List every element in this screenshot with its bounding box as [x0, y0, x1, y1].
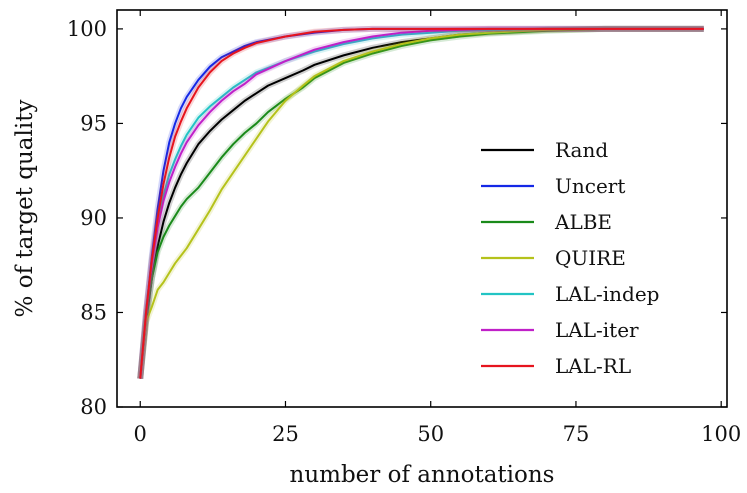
series-lines	[137, 25, 704, 379]
y-tick-label: 95	[80, 111, 107, 135]
x-axis-label: number of annotations	[290, 462, 555, 488]
legend-item-albe: ALBE	[481, 210, 612, 234]
legend-label: QUIRE	[555, 246, 626, 270]
x-tick-label: 100	[701, 422, 741, 446]
series-line-lal-rl	[139, 27, 704, 379]
legend-item-lal-indep: LAL-indep	[481, 282, 659, 306]
legend: Rand Uncert ALBE QUIRE LAL-indep LAL-iter LAL-…	[481, 138, 659, 378]
legend-item-lal-iter: LAL-iter	[481, 318, 639, 342]
series-line-albe	[139, 27, 704, 379]
legend-label: Rand	[555, 138, 608, 162]
series-line-lal-iter	[139, 27, 704, 379]
y-tick-label: 90	[80, 206, 107, 230]
x-tick-label: 75	[563, 422, 590, 446]
series-line-quire	[139, 27, 704, 379]
y-tick-label: 85	[80, 300, 107, 324]
legend-label: LAL-RL	[555, 354, 631, 378]
legend-label: Uncert	[555, 174, 625, 198]
legend-item-uncert: Uncert	[481, 174, 625, 198]
axes: 0 25 50 75 100 80 85 90 95 100	[67, 10, 741, 446]
x-tick-label: 0	[134, 422, 147, 446]
legend-label: LAL-indep	[555, 282, 659, 306]
y-tick-label: 80	[80, 395, 107, 419]
y-tick-label: 100	[67, 17, 107, 41]
legend-item-rand: Rand	[481, 138, 608, 162]
x-tick-label: 50	[417, 422, 444, 446]
legend-label: ALBE	[554, 210, 612, 234]
legend-item-quire: QUIRE	[481, 246, 626, 270]
legend-label: LAL-iter	[555, 318, 639, 342]
plot-frame	[116, 9, 728, 408]
x-tick-label: 25	[272, 422, 299, 446]
series-line-lal-indep	[139, 27, 704, 379]
y-axis-label: % of target quality	[12, 100, 38, 318]
legend-item-lal-rl: LAL-RL	[481, 354, 631, 378]
